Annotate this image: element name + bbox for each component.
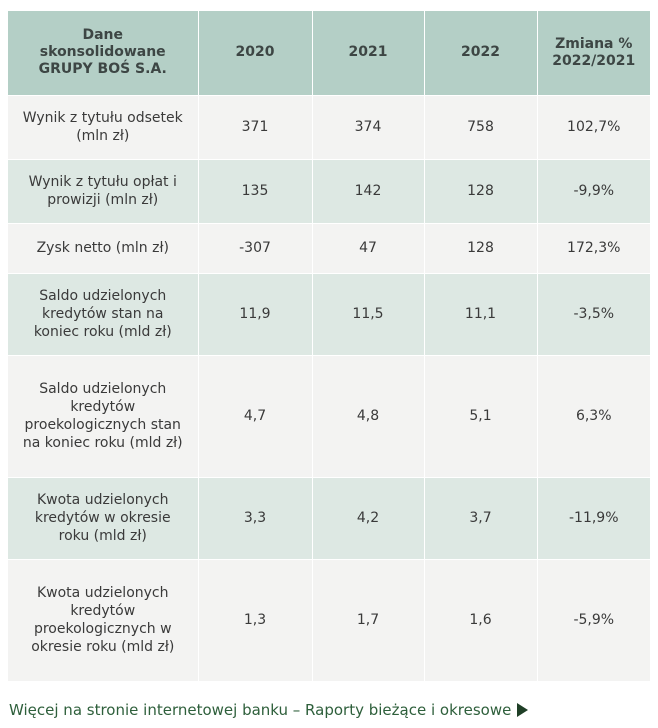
cell-change: 172,3% (537, 223, 650, 274)
row-label: Saldo udzielonych kredytów stan na konie… (8, 273, 199, 356)
table-header-row: Dane skonsolidowane GRUPY BOŚ S.A. 2020 … (8, 11, 650, 96)
cell-change: 6,3% (537, 355, 650, 478)
row-label: Kwota udzielonych kredytów w okresie rok… (8, 477, 199, 560)
cell-2020: 371 (198, 95, 313, 160)
table-row: Wynik z tytułu odsetek (mln zł) 371 374 … (8, 95, 650, 160)
cell-2022: 11,1 (424, 273, 538, 356)
cell-change: -5,9% (537, 559, 650, 682)
table-row: Kwota udzielonych kredytów proekologiczn… (8, 559, 650, 682)
cell-change: -9,9% (537, 159, 650, 224)
table-row: Zysk netto (mln zł) -307 47 128 172,3% (8, 223, 650, 274)
cell-2020: 11,9 (198, 273, 313, 356)
cell-2021: 1,7 (312, 559, 425, 682)
cell-change: -11,9% (537, 477, 650, 560)
header-cell-2022: 2022 (424, 11, 538, 96)
cell-2020: 3,3 (198, 477, 313, 560)
row-label: Wynik z tytułu odsetek (mln zł) (8, 95, 199, 160)
header-cell-2020: 2020 (198, 11, 313, 96)
row-label: Wynik z tytułu opłat i prowizji (mln zł) (8, 159, 199, 224)
row-label: Saldo udzielonych kredytów proekologiczn… (8, 355, 199, 478)
cell-2021: 374 (312, 95, 425, 160)
cell-change: -3,5% (537, 273, 650, 356)
cell-2022: 5,1 (424, 355, 538, 478)
cell-2020: 135 (198, 159, 313, 224)
cell-2021: 47 (312, 223, 425, 274)
financial-data-table-container: Dane skonsolidowane GRUPY BOŚ S.A. 2020 … (8, 11, 650, 682)
cell-2021: 142 (312, 159, 425, 224)
row-label: Zysk netto (mln zł) (8, 223, 199, 274)
cell-2020: 4,7 (198, 355, 313, 478)
reports-link-label: Więcej na stronie internetowej banku – R… (9, 701, 512, 719)
cell-2022: 128 (424, 159, 538, 224)
cell-2022: 3,7 (424, 477, 538, 560)
header-cell-change: Zmiana % 2022/2021 (537, 11, 650, 96)
cell-change: 102,7% (537, 95, 650, 160)
financial-data-table: Dane skonsolidowane GRUPY BOŚ S.A. 2020 … (8, 11, 650, 682)
cell-2020: -307 (198, 223, 313, 274)
table-row: Wynik z tytułu opłat i prowizji (mln zł)… (8, 159, 650, 224)
cell-2021: 4,2 (312, 477, 425, 560)
header-cell-label: Dane skonsolidowane GRUPY BOŚ S.A. (8, 11, 199, 96)
cell-2021: 11,5 (312, 273, 425, 356)
cell-2020: 1,3 (198, 559, 313, 682)
cell-2021: 4,8 (312, 355, 425, 478)
cell-2022: 128 (424, 223, 538, 274)
reports-link[interactable]: Więcej na stronie internetowej banku – R… (9, 701, 529, 719)
table-row: Saldo udzielonych kredytów stan na konie… (8, 273, 650, 356)
header-cell-2021: 2021 (312, 11, 425, 96)
row-label: Kwota udzielonych kredytów proekologiczn… (8, 559, 199, 682)
table-row: Kwota udzielonych kredytów w okresie rok… (8, 477, 650, 560)
cell-2022: 1,6 (424, 559, 538, 682)
cell-2022: 758 (424, 95, 538, 160)
play-arrow-icon (517, 703, 529, 717)
table-row: Saldo udzielonych kredytów proekologiczn… (8, 355, 650, 478)
